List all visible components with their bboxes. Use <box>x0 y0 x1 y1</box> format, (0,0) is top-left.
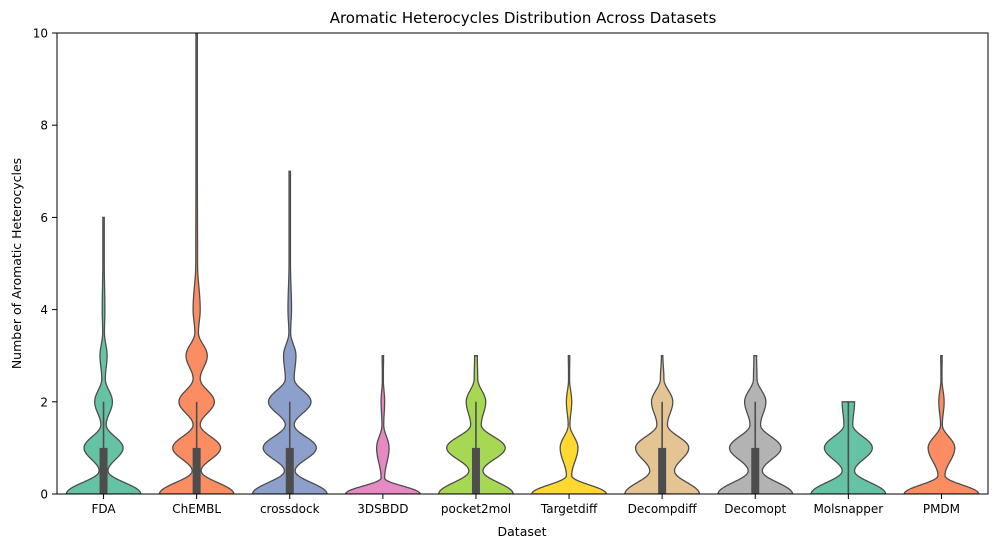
y-tick-label: 10 <box>33 27 48 41</box>
x-tick-label-molsnapper: Molsnapper <box>813 502 883 516</box>
x-tick-label-targetdiff: Targetdiff <box>540 502 598 516</box>
violin-body-crossdock <box>251 170 328 494</box>
x-tick-label-pocket2mol: pocket2mol <box>441 502 511 516</box>
violin-fda <box>65 216 142 494</box>
violin-body-pmdm <box>903 355 980 494</box>
x-tick-label-chembl: ChEMBL <box>172 502 221 516</box>
x-tick-label-pmdm: PMDM <box>923 502 960 516</box>
violin-molsnapper <box>810 401 887 494</box>
x-tick-label-crossdock: crossdock <box>260 502 320 516</box>
x-axis-label: Dataset <box>498 524 547 539</box>
iqr-box-decomopt <box>751 447 760 494</box>
violin-body-targetdiff <box>531 355 607 494</box>
violins-layer <box>65 33 980 494</box>
y-tick-label: 6 <box>40 211 48 225</box>
violin-pocket2mol <box>438 355 514 494</box>
violin-body-chembl <box>158 33 235 494</box>
violin-body-fda <box>65 216 142 494</box>
violin-body-3dsbdd <box>344 355 421 494</box>
violin-decompdiff <box>624 355 701 494</box>
iqr-box-decompdiff <box>658 447 667 494</box>
y-tick-label: 4 <box>40 303 48 317</box>
violin-crossdock <box>251 170 328 494</box>
y-tick-label: 0 <box>40 488 48 502</box>
y-axis-label: Number of Aromatic Heterocycles <box>9 158 24 369</box>
violin-chembl <box>158 33 235 494</box>
iqr-box-chembl <box>192 447 201 494</box>
iqr-box-pocket2mol <box>471 447 480 494</box>
violin-pmdm <box>903 355 980 494</box>
violin-targetdiff <box>531 355 607 494</box>
x-axis: FDA ChEMBL crossdock 3DSBDD pocket2mol Target… <box>91 494 960 516</box>
violin-decomopt <box>717 355 794 494</box>
y-tick-label: 2 <box>40 395 48 409</box>
y-axis: 0 2 4 6 8 10 <box>33 27 57 502</box>
x-tick-label-fda: FDA <box>91 502 116 516</box>
iqr-box-fda <box>99 447 108 494</box>
x-tick-label-decompdiff: Decompdiff <box>628 502 698 516</box>
x-tick-label-3dsbdd: 3DSBDD <box>357 502 408 516</box>
chart-title: Aromatic Heterocycles Distribution Acros… <box>330 9 717 27</box>
iqr-box-crossdock <box>285 447 294 494</box>
x-tick-label-decomopt: Decomopt <box>724 502 786 516</box>
y-tick-label: 8 <box>40 119 48 133</box>
violin-3dsbdd <box>344 355 421 494</box>
plot-frame <box>56 32 989 495</box>
